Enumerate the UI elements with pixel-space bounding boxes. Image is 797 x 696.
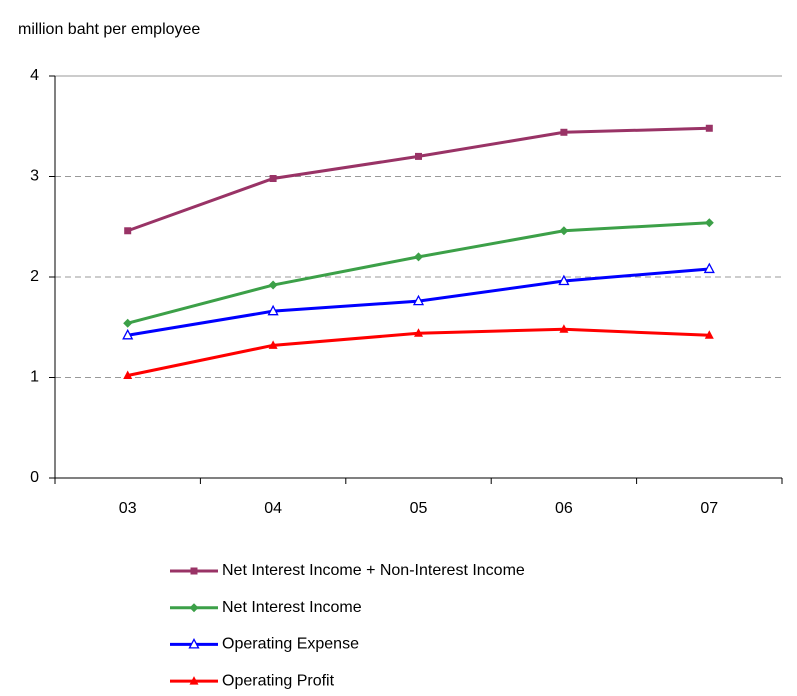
x-tick-label: 04 bbox=[264, 500, 282, 517]
data-point bbox=[704, 330, 714, 339]
data-point bbox=[558, 274, 570, 286]
legend-label: Operating Expense bbox=[222, 636, 359, 653]
y-tick-label: 2 bbox=[30, 268, 39, 285]
data-point bbox=[269, 175, 277, 183]
data-point bbox=[122, 328, 134, 340]
data-point bbox=[123, 370, 133, 379]
data-point bbox=[415, 152, 422, 160]
data-point bbox=[559, 324, 569, 333]
data-point bbox=[412, 294, 425, 306]
legend-marker bbox=[189, 603, 199, 613]
legend-label: Net Interest Income bbox=[222, 599, 362, 616]
y-tick-label: 4 bbox=[30, 67, 39, 84]
data-point bbox=[414, 328, 423, 337]
data-point bbox=[705, 124, 713, 132]
y-tick-label: 0 bbox=[30, 469, 39, 486]
x-tick-label: 05 bbox=[410, 500, 428, 517]
y-axis-label: million baht per employee bbox=[18, 21, 200, 38]
x-tick-label: 07 bbox=[700, 500, 718, 517]
data-point bbox=[703, 262, 715, 274]
data-point bbox=[560, 128, 568, 136]
data-point bbox=[559, 226, 569, 236]
legend-marker bbox=[189, 676, 199, 685]
data-point bbox=[268, 280, 278, 290]
data-point bbox=[414, 252, 423, 262]
data-point bbox=[704, 218, 714, 228]
y-tick-label: 3 bbox=[30, 168, 39, 185]
data-point bbox=[267, 304, 279, 316]
data-point bbox=[124, 227, 132, 235]
x-tick-label: 03 bbox=[119, 500, 137, 517]
legend-marker bbox=[188, 638, 200, 649]
legend-label: Net Interest Income + Non-Interest Incom… bbox=[222, 562, 525, 579]
legend-marker bbox=[190, 567, 198, 575]
series-line bbox=[127, 126, 710, 233]
y-tick-label: 1 bbox=[30, 369, 39, 386]
series-line bbox=[127, 221, 710, 325]
x-tick-label: 06 bbox=[555, 500, 573, 517]
data-point bbox=[268, 340, 278, 349]
data-point bbox=[123, 318, 133, 328]
legend-label: Operating Profit bbox=[222, 672, 335, 689]
